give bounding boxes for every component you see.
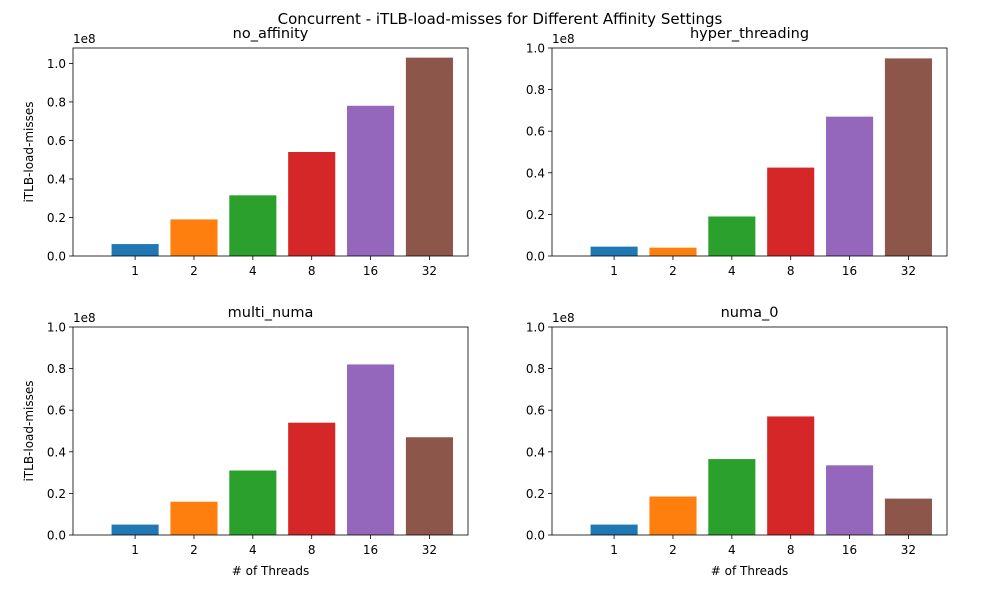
y-tick-label: 1.0 bbox=[526, 321, 545, 335]
bar-2 bbox=[649, 496, 697, 535]
bar-16 bbox=[826, 465, 874, 535]
x-axis-label: # of Threads bbox=[711, 564, 788, 578]
x-tick-label: 2 bbox=[190, 543, 198, 557]
x-tick-label: 8 bbox=[787, 264, 795, 278]
x-tick-label: 2 bbox=[190, 264, 198, 278]
y-tick-label: 0.8 bbox=[47, 362, 66, 376]
bar-32 bbox=[405, 57, 453, 256]
y-offset-label: 1e8 bbox=[73, 311, 96, 325]
subplot-title: multi_numa bbox=[228, 305, 314, 321]
x-tick-label: 4 bbox=[249, 264, 257, 278]
y-tick-label: 0.4 bbox=[526, 166, 545, 180]
y-offset-label: 1e8 bbox=[73, 32, 96, 46]
x-tick-label: 32 bbox=[901, 264, 916, 278]
chart-panels: 0.0 0.2 0.4 0.6 0.8 1.0 1 2 4 8 16 32 1e8 no_affinity… bbox=[22, 26, 948, 578]
y-tick-label: 1.0 bbox=[526, 42, 545, 56]
y-tick-label: 0.2 bbox=[526, 208, 545, 222]
axes-frame bbox=[551, 47, 948, 257]
y-tick-label: 0.8 bbox=[526, 362, 545, 376]
subplot-title: numa_0 bbox=[721, 305, 779, 321]
x-tick-label: 4 bbox=[728, 264, 736, 278]
y-tick-label: 0.4 bbox=[47, 445, 66, 459]
bar-32 bbox=[884, 58, 932, 257]
x-tick-label: 32 bbox=[422, 264, 437, 278]
x-tick-label: 16 bbox=[842, 264, 857, 278]
bar-16 bbox=[826, 116, 874, 256]
subplot-title: hyper_threading bbox=[690, 26, 809, 42]
x-tick-label: 8 bbox=[787, 543, 795, 557]
axes-frame bbox=[72, 326, 469, 536]
x-tick-label: 4 bbox=[249, 543, 257, 557]
bar-1 bbox=[111, 524, 159, 535]
x-tick-label: 1 bbox=[610, 264, 618, 278]
bar-2 bbox=[649, 247, 697, 256]
bar-8 bbox=[288, 422, 336, 535]
y-tick-label: 0.8 bbox=[47, 95, 66, 109]
bar-4 bbox=[229, 470, 277, 535]
x-tick-label: 2 bbox=[669, 543, 677, 557]
bar-4 bbox=[708, 459, 756, 535]
figure-suptitle: Concurrent - iTLB-load-misses for Differ… bbox=[278, 10, 723, 28]
y-tick-label: 0.6 bbox=[526, 125, 545, 139]
bar-32 bbox=[405, 437, 453, 535]
x-axis-label: # of Threads bbox=[232, 564, 309, 578]
bar-32 bbox=[884, 498, 932, 535]
y-axis-label: iTLB-load-misses bbox=[22, 380, 36, 481]
x-tick-label: 1 bbox=[131, 543, 139, 557]
bar-8 bbox=[288, 152, 336, 256]
x-tick-label: 16 bbox=[363, 543, 378, 557]
bar-2 bbox=[170, 219, 218, 256]
subplot-no_affinity: 0.0 0.2 0.4 0.6 0.8 1.0 1 2 4 8 16 32 1e8 no_affinity… bbox=[22, 26, 469, 278]
y-tick-label: 0.4 bbox=[526, 445, 545, 459]
axes-frame bbox=[551, 326, 948, 536]
x-tick-label: 1 bbox=[131, 264, 139, 278]
x-tick-label: 8 bbox=[308, 543, 316, 557]
x-tick-label: 2 bbox=[669, 264, 677, 278]
y-tick-label: 1.0 bbox=[47, 57, 66, 71]
y-tick-label: 0.0 bbox=[47, 529, 66, 543]
bar-4 bbox=[229, 195, 277, 256]
y-tick-label: 0.2 bbox=[47, 487, 66, 501]
y-tick-label: 0.4 bbox=[47, 172, 66, 186]
x-tick-label: 1 bbox=[610, 543, 618, 557]
y-tick-label: 0.0 bbox=[526, 529, 545, 543]
bar-4 bbox=[708, 216, 756, 256]
y-offset-label: 1e8 bbox=[552, 311, 575, 325]
bar-8 bbox=[767, 416, 815, 535]
subplot-numa_0: 0.0 0.2 0.4 0.6 0.8 1.0 1 2 4 8 16 32 1e8 numa_0 # of … bbox=[526, 305, 948, 578]
y-tick-label: 0.0 bbox=[526, 250, 545, 264]
bar-16 bbox=[347, 105, 395, 256]
y-tick-label: 0.2 bbox=[526, 487, 545, 501]
x-tick-label: 8 bbox=[308, 264, 316, 278]
y-axis-label: iTLB-load-misses bbox=[22, 101, 36, 202]
subplot-hyper_threading: 0.0 0.2 0.4 0.6 0.8 1.0 1 2 4 8 16 32 1e8 hyper_threa… bbox=[526, 26, 948, 278]
x-tick-label: 32 bbox=[422, 543, 437, 557]
y-tick-label: 0.2 bbox=[47, 211, 66, 225]
bar-16 bbox=[347, 364, 395, 535]
subplot-multi_numa: 0.0 0.2 0.4 0.6 0.8 1.0 1 2 4 8 16 32 1e8 multi_numai… bbox=[22, 305, 469, 578]
y-tick-label: 0.0 bbox=[47, 250, 66, 264]
x-tick-label: 32 bbox=[901, 543, 916, 557]
x-tick-label: 4 bbox=[728, 543, 736, 557]
y-tick-label: 1.0 bbox=[47, 321, 66, 335]
y-offset-label: 1e8 bbox=[552, 32, 575, 46]
y-tick-label: 0.6 bbox=[47, 404, 66, 418]
x-tick-label: 16 bbox=[842, 543, 857, 557]
axes-frame bbox=[72, 47, 469, 257]
bar-1 bbox=[590, 524, 638, 535]
bar-2 bbox=[170, 501, 218, 535]
x-tick-label: 16 bbox=[363, 264, 378, 278]
bar-8 bbox=[767, 167, 815, 256]
y-tick-label: 0.6 bbox=[47, 134, 66, 148]
bar-1 bbox=[111, 244, 159, 256]
y-tick-label: 0.8 bbox=[526, 83, 545, 97]
subplot-title: no_affinity bbox=[233, 26, 309, 42]
bar-1 bbox=[590, 246, 638, 256]
y-tick-label: 0.6 bbox=[526, 404, 545, 418]
